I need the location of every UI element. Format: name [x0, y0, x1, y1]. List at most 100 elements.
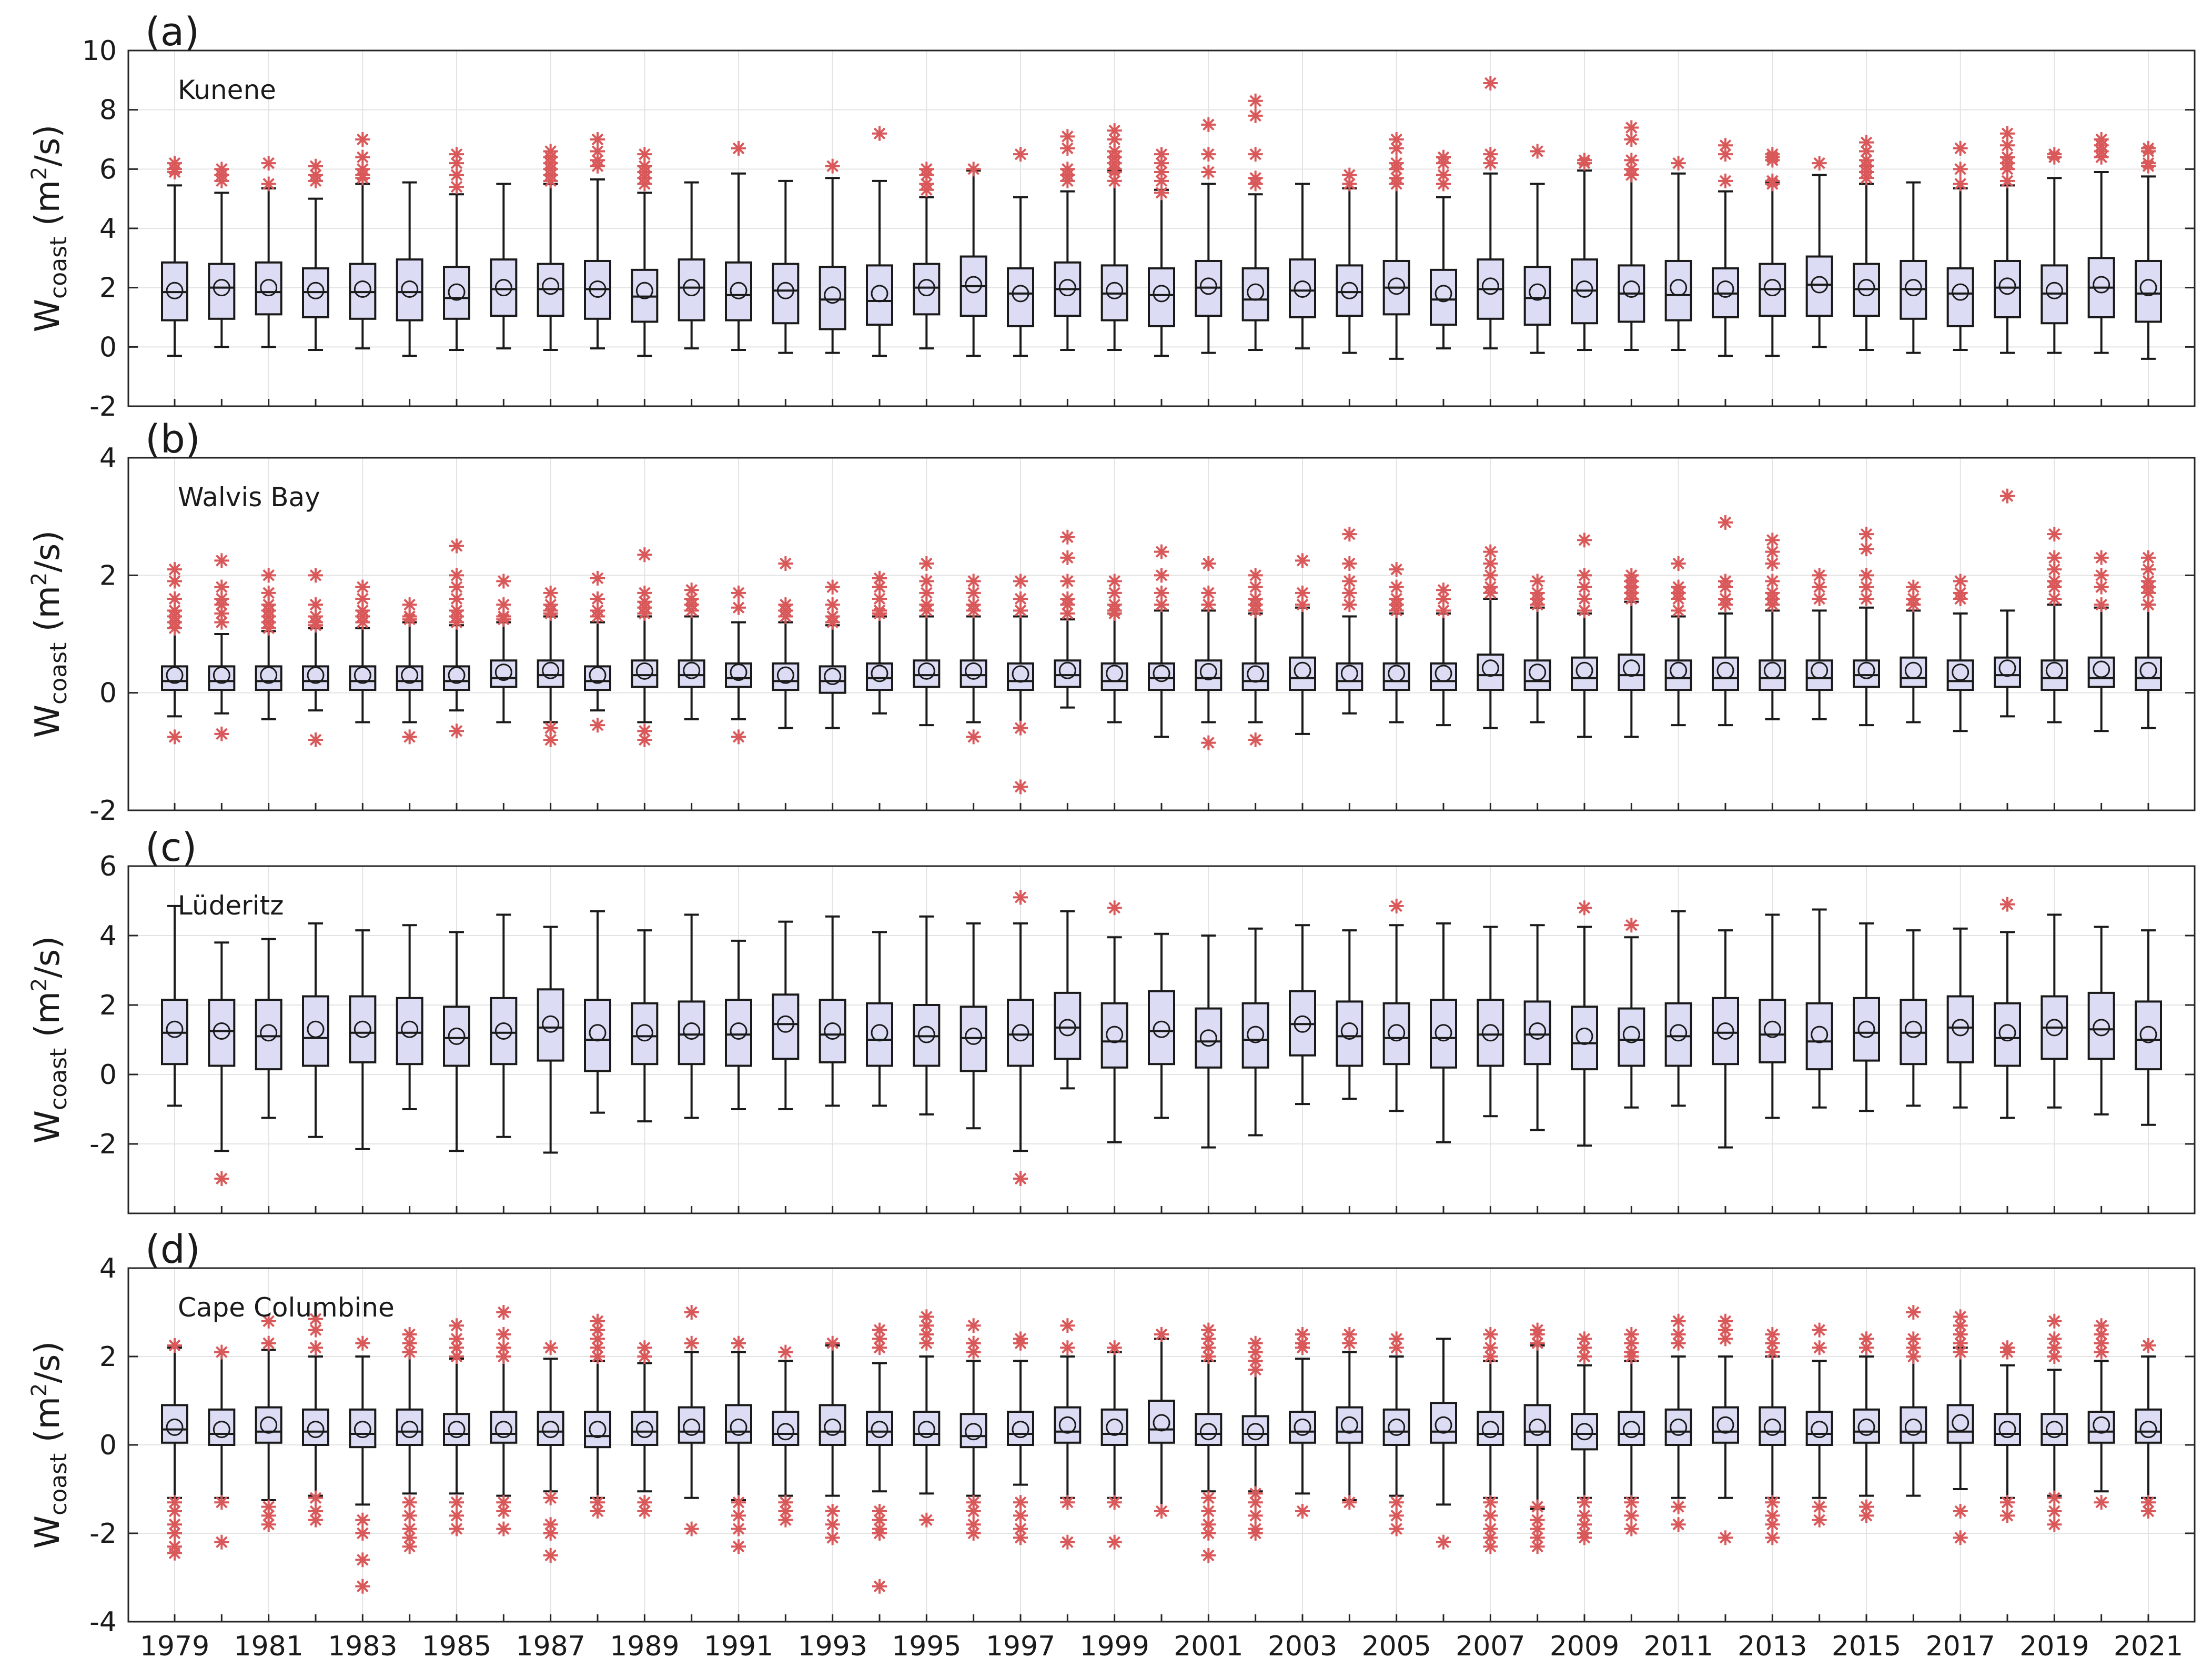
outlier-marker [1295, 553, 1310, 568]
outlier-marker [1530, 1530, 1545, 1545]
iqr-box [678, 1406, 705, 1444]
box-2000 [1148, 1327, 1175, 1519]
outlier-marker [1859, 568, 1874, 583]
y-tick-label: 6 [99, 154, 117, 185]
box-1982 [302, 1311, 329, 1528]
y-tick-label: 2 [99, 990, 117, 1021]
mean-marker [965, 1027, 983, 1045]
outlier-marker [1859, 527, 1874, 542]
outlier-marker [1342, 527, 1357, 542]
box-1998 [1054, 1318, 1082, 1550]
outlier-marker [449, 615, 464, 630]
box-2003 [1289, 924, 1316, 1106]
outlier-marker [402, 1335, 417, 1351]
mean-marker [1998, 1024, 2016, 1042]
box-2006 [1430, 149, 1457, 350]
iqr-box [1946, 659, 1974, 691]
outlier-marker [496, 1521, 511, 1536]
mean-marker [2139, 661, 2157, 679]
iqr-box [819, 266, 846, 330]
outlier-marker [731, 1508, 746, 1523]
mean-marker [635, 662, 653, 680]
outlier-marker [778, 1512, 793, 1528]
box-1987 [537, 1340, 564, 1563]
outlier-marker [1577, 568, 1592, 583]
outlier-marker [1154, 568, 1169, 583]
iqr-box [1336, 264, 1363, 317]
mean-marker [1058, 1416, 1076, 1434]
outlier-marker [2094, 149, 2109, 165]
mean-marker [1153, 1020, 1170, 1038]
x-tick-label: 2007 [1456, 1631, 1525, 1662]
outlier-marker [355, 170, 370, 186]
outlier-marker [1248, 732, 1263, 747]
iqr-box [1007, 1411, 1034, 1446]
outlier-marker [1248, 1486, 1263, 1501]
mean-marker [213, 666, 230, 684]
outlier-marker [1107, 123, 1122, 138]
mean-marker [353, 1020, 371, 1038]
outlier-marker [214, 726, 229, 741]
box-2018 [1994, 488, 2021, 718]
y-tick-label: 6 [99, 851, 117, 882]
outlier-marker [1013, 591, 1028, 606]
x-tick-label: 1981 [234, 1631, 303, 1662]
outlier-marker [308, 732, 323, 747]
box-2004 [1336, 167, 1363, 354]
box-2007 [1477, 75, 1504, 350]
outlier-marker [355, 1335, 370, 1351]
mean-marker [260, 666, 278, 684]
outlier-marker [1248, 603, 1263, 618]
outlier-marker [167, 1338, 182, 1353]
outlier-marker [1248, 147, 1263, 162]
mean-marker [1012, 1024, 1029, 1042]
outlier-marker [496, 574, 511, 589]
y-tick-label: 0 [99, 1059, 117, 1091]
outlier-marker [778, 1495, 793, 1510]
x-tick-label: 1999 [1079, 1631, 1149, 1662]
iqr-box [1664, 259, 1692, 321]
outlier-marker [402, 1521, 417, 1536]
mean-marker [1388, 1418, 1406, 1436]
outlier-marker [1436, 1534, 1451, 1550]
outlier-marker [2094, 1335, 2109, 1351]
outlier-marker [1107, 585, 1122, 600]
box-1991 [725, 939, 752, 1110]
iqr-box [1054, 1406, 1082, 1444]
x-tick-label: 2021 [2114, 1631, 2183, 1662]
outlier-marker [637, 1495, 652, 1510]
outlier-marker [1154, 156, 1169, 171]
box-2020 [2087, 132, 2115, 354]
mean-marker [1763, 1020, 1781, 1038]
mean-marker [401, 666, 419, 684]
box-2013 [1759, 913, 1786, 1119]
outlier-marker [2141, 562, 2156, 577]
box-1982 [302, 568, 329, 747]
iqr-box [1853, 1408, 1880, 1444]
outlier-marker [402, 1495, 417, 1510]
iqr-box [1430, 662, 1457, 691]
mean-marker [1481, 1024, 1499, 1042]
mean-marker [1529, 1418, 1547, 1436]
x-tick-label: 1997 [986, 1631, 1055, 1662]
y-tick-label: 4 [99, 920, 117, 952]
iqr-box [1148, 267, 1175, 327]
outlier-marker [872, 591, 887, 606]
box-2005 [1382, 132, 1410, 360]
outlier-marker [1154, 1504, 1169, 1519]
outlier-marker [1953, 1327, 1968, 1342]
box-2002 [1241, 1335, 1269, 1541]
outlier-marker [872, 1331, 887, 1347]
box-2019 [2041, 913, 2068, 1109]
outlier-marker [1624, 132, 1639, 147]
iqr-box [1007, 999, 1034, 1067]
outlier-marker [1436, 603, 1451, 618]
mean-marker [213, 279, 230, 297]
iqr-box [1289, 1411, 1316, 1444]
x-tick-label: 1991 [704, 1631, 773, 1662]
outlier-marker [1953, 574, 1968, 589]
iqr-box [1382, 1002, 1410, 1066]
outlier-marker [590, 609, 605, 624]
iqr-box [1195, 1007, 1223, 1069]
iqr-box [1994, 1002, 2021, 1067]
